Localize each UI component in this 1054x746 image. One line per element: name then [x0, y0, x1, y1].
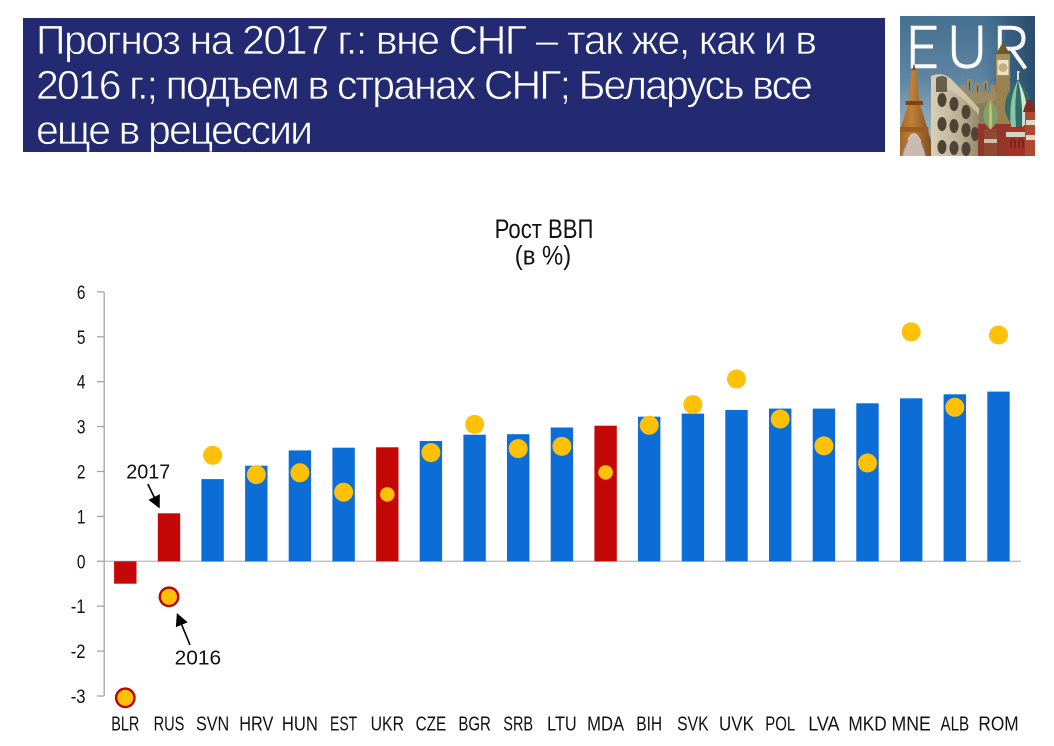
svg-text:-2: -2: [71, 641, 86, 663]
svg-text:HUN: HUN: [282, 714, 318, 736]
svg-text:SRB: SRB: [503, 714, 533, 736]
svg-text:LVA: LVA: [808, 714, 840, 736]
svg-text:0: 0: [77, 551, 86, 573]
svg-text:MDA: MDA: [587, 714, 625, 736]
svg-text:ALB: ALB: [940, 714, 969, 736]
svg-text:LTU: LTU: [547, 714, 577, 736]
svg-text:-1: -1: [71, 596, 86, 618]
svg-text:MKD: MKD: [848, 714, 886, 736]
svg-text:6: 6: [77, 282, 86, 304]
svg-text:BGR: BGR: [458, 714, 491, 736]
svg-text:CZE: CZE: [416, 714, 447, 736]
svg-text:-3: -3: [71, 686, 86, 708]
svg-text:1: 1: [77, 506, 86, 528]
svg-text:SVN: SVN: [196, 714, 229, 736]
svg-text:UKR: UKR: [371, 714, 404, 736]
svg-text:BLR: BLR: [111, 714, 139, 736]
svg-text:3: 3: [77, 417, 86, 439]
svg-text:EST: EST: [330, 714, 357, 736]
svg-text:SVK: SVK: [677, 714, 709, 736]
svg-text:Рост ВВП: Рост ВВП: [495, 214, 594, 244]
svg-text:POL: POL: [765, 714, 795, 736]
svg-text:MNE: MNE: [892, 714, 931, 736]
svg-text:BIH: BIH: [636, 714, 662, 736]
svg-text:2017: 2017: [126, 461, 170, 484]
svg-text:ROM: ROM: [978, 714, 1018, 736]
svg-text:2: 2: [77, 462, 86, 484]
svg-text:HRV: HRV: [239, 714, 274, 736]
svg-text:4: 4: [77, 372, 86, 394]
svg-text:RUS: RUS: [154, 714, 185, 736]
svg-text:5: 5: [77, 327, 86, 349]
svg-text:UVK: UVK: [719, 714, 754, 736]
svg-text:2016: 2016: [175, 647, 222, 670]
svg-text:(в %): (в %): [515, 241, 571, 271]
